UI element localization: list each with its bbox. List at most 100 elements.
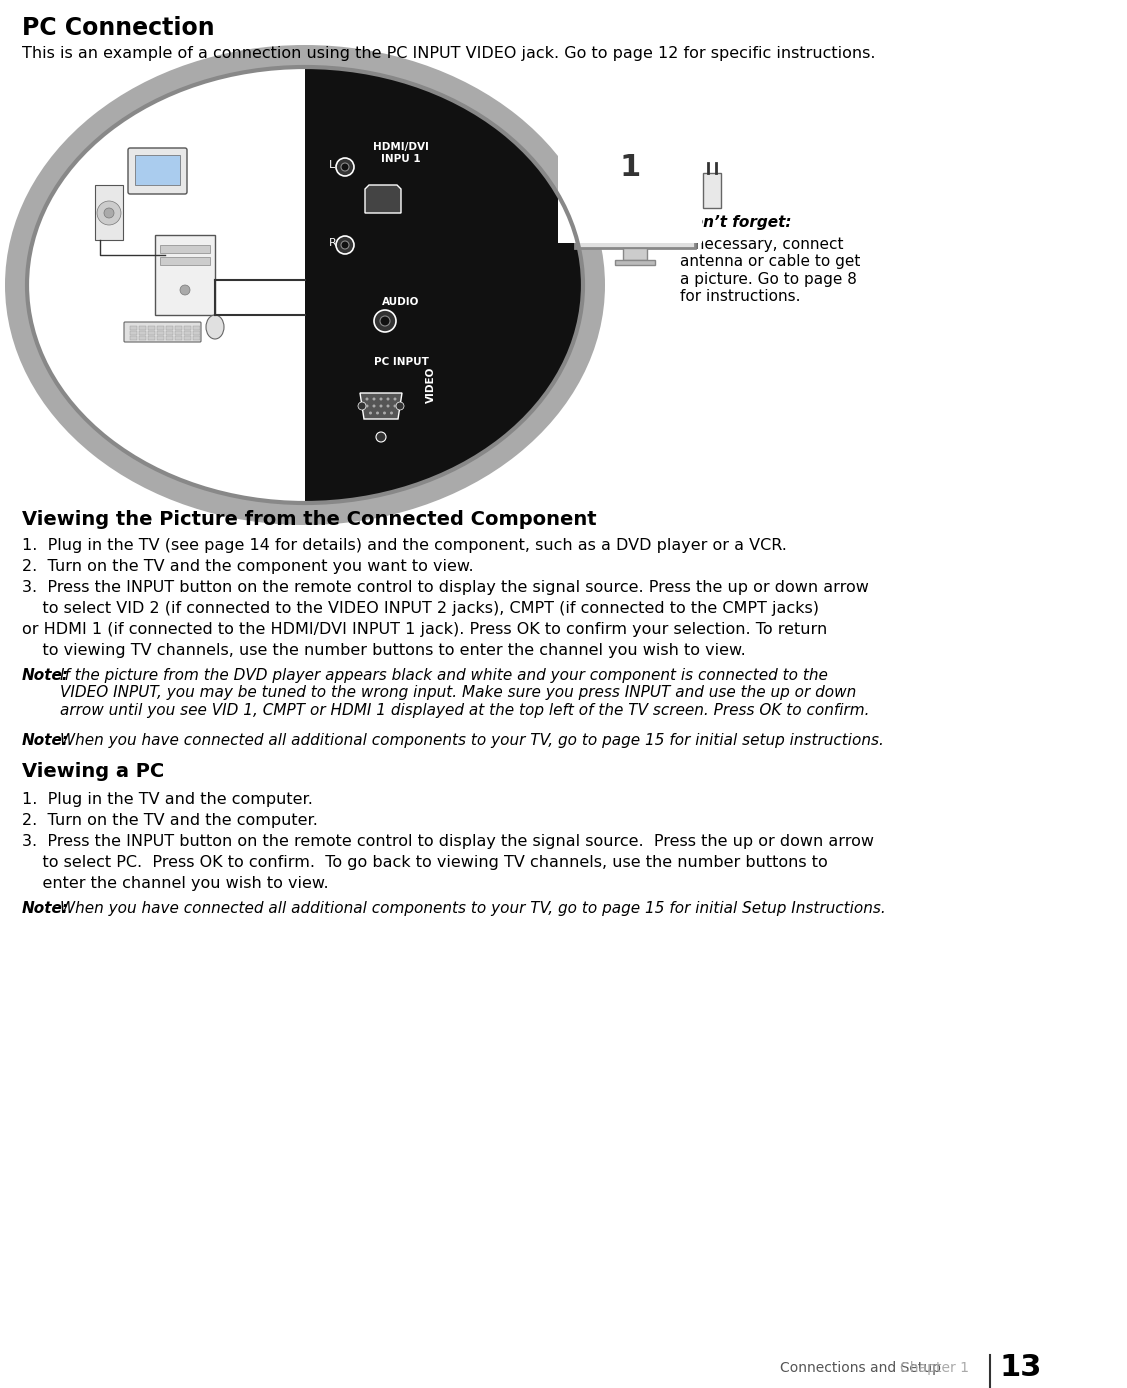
Circle shape <box>373 397 375 401</box>
Text: Note:: Note: <box>23 733 69 748</box>
Bar <box>156 235 215 315</box>
Circle shape <box>365 397 369 401</box>
Text: VIDEO: VIDEO <box>426 366 436 403</box>
Bar <box>148 326 156 330</box>
Circle shape <box>373 404 375 408</box>
Circle shape <box>380 316 390 326</box>
Text: to select VID 2 (if connected to the VIDEO INPUT 2 jacks), CMPT (if connected to: to select VID 2 (if connected to the VID… <box>23 601 819 616</box>
Circle shape <box>393 404 397 408</box>
FancyBboxPatch shape <box>124 322 201 341</box>
Circle shape <box>383 411 387 415</box>
Bar <box>175 326 181 330</box>
Bar <box>175 330 181 335</box>
Text: 1.  Plug in the TV (see page 14 for details) and the component, such as a DVD pl: 1. Plug in the TV (see page 14 for detai… <box>23 539 787 552</box>
Circle shape <box>365 404 369 408</box>
Text: Chapter 1: Chapter 1 <box>900 1362 969 1376</box>
Bar <box>157 326 165 330</box>
Text: 3.  Press the INPUT button on the remote control to display the signal source.  : 3. Press the INPUT button on the remote … <box>23 834 875 849</box>
Circle shape <box>374 310 396 332</box>
Text: 1: 1 <box>620 153 640 182</box>
Bar <box>95 185 123 240</box>
Text: PC Connection: PC Connection <box>23 17 214 40</box>
Polygon shape <box>305 67 583 502</box>
Polygon shape <box>360 393 402 419</box>
Circle shape <box>393 397 397 401</box>
FancyBboxPatch shape <box>128 149 187 194</box>
Bar <box>193 336 199 340</box>
Text: When you have connected all additional components to your TV, go to page 15 for : When you have connected all additional c… <box>60 901 886 916</box>
Bar <box>157 336 165 340</box>
Bar <box>160 246 210 253</box>
Text: Don’t forget:: Don’t forget: <box>680 215 791 230</box>
Bar <box>166 326 174 330</box>
Text: When you have connected all additional components to your TV, go to page 15 for : When you have connected all additional c… <box>60 733 884 748</box>
Text: Note:: Note: <box>23 668 69 683</box>
Text: AUDIO: AUDIO <box>382 297 419 307</box>
Text: Viewing the Picture from the Connected Component: Viewing the Picture from the Connected C… <box>23 509 596 529</box>
Text: 2.  Turn on the TV and the component you want to view.: 2. Turn on the TV and the component you … <box>23 559 473 575</box>
Ellipse shape <box>27 67 583 502</box>
Polygon shape <box>365 185 401 212</box>
Text: L: L <box>329 160 335 169</box>
Bar <box>193 330 199 335</box>
Bar <box>184 336 190 340</box>
Bar <box>157 330 165 335</box>
Bar <box>139 330 147 335</box>
Circle shape <box>97 201 121 225</box>
Circle shape <box>376 432 387 441</box>
Circle shape <box>376 411 379 415</box>
Text: Note:: Note: <box>23 901 69 916</box>
Circle shape <box>104 208 114 218</box>
Circle shape <box>180 285 190 296</box>
Bar <box>703 174 721 208</box>
Bar <box>184 330 190 335</box>
Text: 3.  Press the INPUT button on the remote control to display the signal source. P: 3. Press the INPUT button on the remote … <box>23 580 869 595</box>
Ellipse shape <box>5 44 605 525</box>
Circle shape <box>341 162 349 171</box>
Text: or HDMI 1 (if connected to the HDMI/DVI INPUT 1 jack). Press OK to confirm your : or HDMI 1 (if connected to the HDMI/DVI … <box>23 622 827 637</box>
Bar <box>130 330 137 335</box>
Bar <box>175 336 181 340</box>
Bar <box>193 326 199 330</box>
Bar <box>148 336 156 340</box>
Bar <box>139 336 147 340</box>
Circle shape <box>387 397 390 401</box>
Text: This is an example of a connection using the PC INPUT VIDEO jack. Go to page 12 : This is an example of a connection using… <box>23 46 876 61</box>
Bar <box>160 257 210 265</box>
Text: enter the channel you wish to view.: enter the channel you wish to view. <box>23 876 329 891</box>
Circle shape <box>387 404 390 408</box>
Bar <box>166 336 174 340</box>
Bar <box>615 260 655 265</box>
Text: If necessary, connect
antenna or cable to get
a picture. Go to page 8
for instru: If necessary, connect antenna or cable t… <box>680 237 860 304</box>
Text: HDMI/DVI: HDMI/DVI <box>373 142 429 153</box>
Bar <box>583 146 687 230</box>
Circle shape <box>369 411 372 415</box>
Text: 13: 13 <box>1000 1353 1042 1382</box>
Text: PC INPUT: PC INPUT <box>373 357 428 366</box>
Circle shape <box>336 158 354 176</box>
Bar <box>130 336 137 340</box>
Ellipse shape <box>206 315 224 339</box>
Bar <box>184 326 190 330</box>
Text: 1.  Plug in the TV and the computer.: 1. Plug in the TV and the computer. <box>23 793 313 806</box>
Circle shape <box>396 403 403 409</box>
Circle shape <box>380 397 382 401</box>
Text: If the picture from the DVD player appears black and white and your component is: If the picture from the DVD player appea… <box>60 668 870 718</box>
Bar <box>135 155 180 185</box>
Text: 2.  Turn on the TV and the computer.: 2. Turn on the TV and the computer. <box>23 813 318 829</box>
Text: INPU 1: INPU 1 <box>381 154 420 164</box>
Circle shape <box>336 236 354 254</box>
Text: to select PC.  Press OK to confirm.  To go back to viewing TV channels, use the : to select PC. Press OK to confirm. To go… <box>23 855 827 870</box>
Bar <box>139 326 147 330</box>
Text: Viewing a PC: Viewing a PC <box>23 762 165 781</box>
Bar <box>623 248 647 260</box>
Bar <box>166 330 174 335</box>
Circle shape <box>390 411 393 415</box>
Polygon shape <box>580 144 583 346</box>
Text: R: R <box>329 237 337 248</box>
Circle shape <box>380 404 382 408</box>
Bar <box>148 330 156 335</box>
Circle shape <box>358 403 366 409</box>
Text: Connections and Setup: Connections and Setup <box>780 1362 941 1376</box>
Bar <box>575 137 695 248</box>
